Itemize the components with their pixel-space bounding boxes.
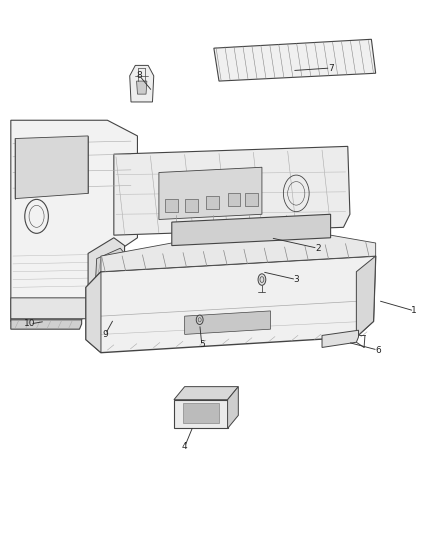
Polygon shape bbox=[166, 199, 178, 212]
Polygon shape bbox=[95, 248, 127, 301]
Bar bbox=[183, 403, 219, 423]
Polygon shape bbox=[11, 120, 138, 321]
Polygon shape bbox=[114, 147, 350, 235]
Polygon shape bbox=[11, 320, 81, 329]
Polygon shape bbox=[174, 400, 228, 429]
Text: 7: 7 bbox=[328, 63, 333, 72]
Polygon shape bbox=[185, 311, 271, 334]
Text: 9: 9 bbox=[102, 330, 108, 339]
Polygon shape bbox=[11, 298, 95, 319]
Polygon shape bbox=[206, 196, 219, 209]
Text: 4: 4 bbox=[182, 442, 187, 451]
Polygon shape bbox=[86, 256, 376, 353]
Polygon shape bbox=[88, 238, 124, 316]
Text: 6: 6 bbox=[375, 345, 381, 354]
Text: 2: 2 bbox=[315, 244, 321, 253]
Polygon shape bbox=[172, 214, 331, 246]
Polygon shape bbox=[185, 199, 198, 212]
Polygon shape bbox=[322, 330, 358, 348]
Polygon shape bbox=[137, 81, 147, 94]
Polygon shape bbox=[174, 386, 238, 400]
Polygon shape bbox=[228, 386, 238, 429]
Polygon shape bbox=[245, 193, 258, 206]
Text: 10: 10 bbox=[25, 319, 36, 328]
Polygon shape bbox=[214, 39, 376, 81]
Polygon shape bbox=[15, 136, 88, 199]
Text: 1: 1 bbox=[411, 306, 417, 316]
Polygon shape bbox=[228, 193, 240, 206]
Text: 8: 8 bbox=[137, 71, 142, 80]
Polygon shape bbox=[101, 235, 376, 272]
Polygon shape bbox=[86, 272, 101, 353]
Ellipse shape bbox=[196, 315, 203, 325]
Polygon shape bbox=[130, 66, 154, 102]
Ellipse shape bbox=[258, 274, 266, 285]
Text: 5: 5 bbox=[199, 341, 205, 349]
Polygon shape bbox=[159, 167, 262, 220]
Polygon shape bbox=[357, 256, 376, 337]
Text: 3: 3 bbox=[293, 275, 299, 284]
